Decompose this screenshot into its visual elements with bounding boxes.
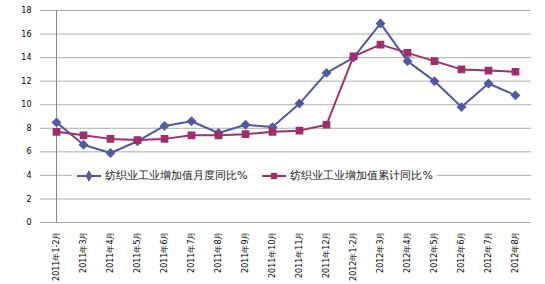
svg-text:2011年4月: 2011年4月 — [106, 232, 115, 273]
svg-text:2012年6月: 2012年6月 — [457, 232, 466, 273]
svg-text:0: 0 — [26, 218, 31, 227]
svg-text:8: 8 — [26, 124, 31, 133]
svg-text:10: 10 — [21, 100, 31, 109]
svg-text:2011年8月: 2011年8月 — [214, 232, 223, 273]
html-text:纺织业工业增加值月度同比%: 纺织业工业增加值月度同比% — [105, 169, 248, 182]
svg-text:2012年3月: 2012年3月 — [376, 232, 385, 273]
svg-text:2012年8月: 2012年8月 — [511, 232, 520, 273]
svg-text:2: 2 — [26, 195, 31, 204]
svg-text:2011年12月: 2011年12月 — [322, 232, 331, 279]
svg-text:6: 6 — [26, 147, 31, 156]
svg-text:2011年5月: 2011年5月 — [133, 232, 142, 273]
svg-text:2011年1-2月: 2011年1-2月 — [52, 232, 61, 281]
svg-text:2012年5月: 2012年5月 — [430, 232, 439, 273]
svg-text:4: 4 — [26, 171, 31, 180]
svg-text:2012年1-2月: 2012年1-2月 — [349, 232, 358, 281]
svg-text:2012年4月: 2012年4月 — [403, 232, 412, 273]
svg-text:14: 14 — [21, 53, 31, 62]
svg-text:18: 18 — [21, 6, 31, 15]
svg-text:12: 12 — [21, 77, 31, 86]
svg-text:2011年11月: 2011年11月 — [295, 232, 304, 279]
svg-text:2011年9月: 2011年9月 — [241, 232, 250, 273]
svg-text:2012年7月: 2012年7月 — [484, 232, 493, 273]
html-text:纺织业工业增加值累计同比%: 纺织业工业增加值累计同比% — [290, 169, 433, 182]
svg-text:2011年6月: 2011年6月 — [160, 232, 169, 273]
svg-text:16: 16 — [21, 30, 31, 39]
svg-text:2011年3月: 2011年3月 — [79, 232, 88, 273]
svg-text:2011年10月: 2011年10月 — [268, 232, 277, 279]
svg-text:2011年7月: 2011年7月 — [187, 232, 196, 273]
